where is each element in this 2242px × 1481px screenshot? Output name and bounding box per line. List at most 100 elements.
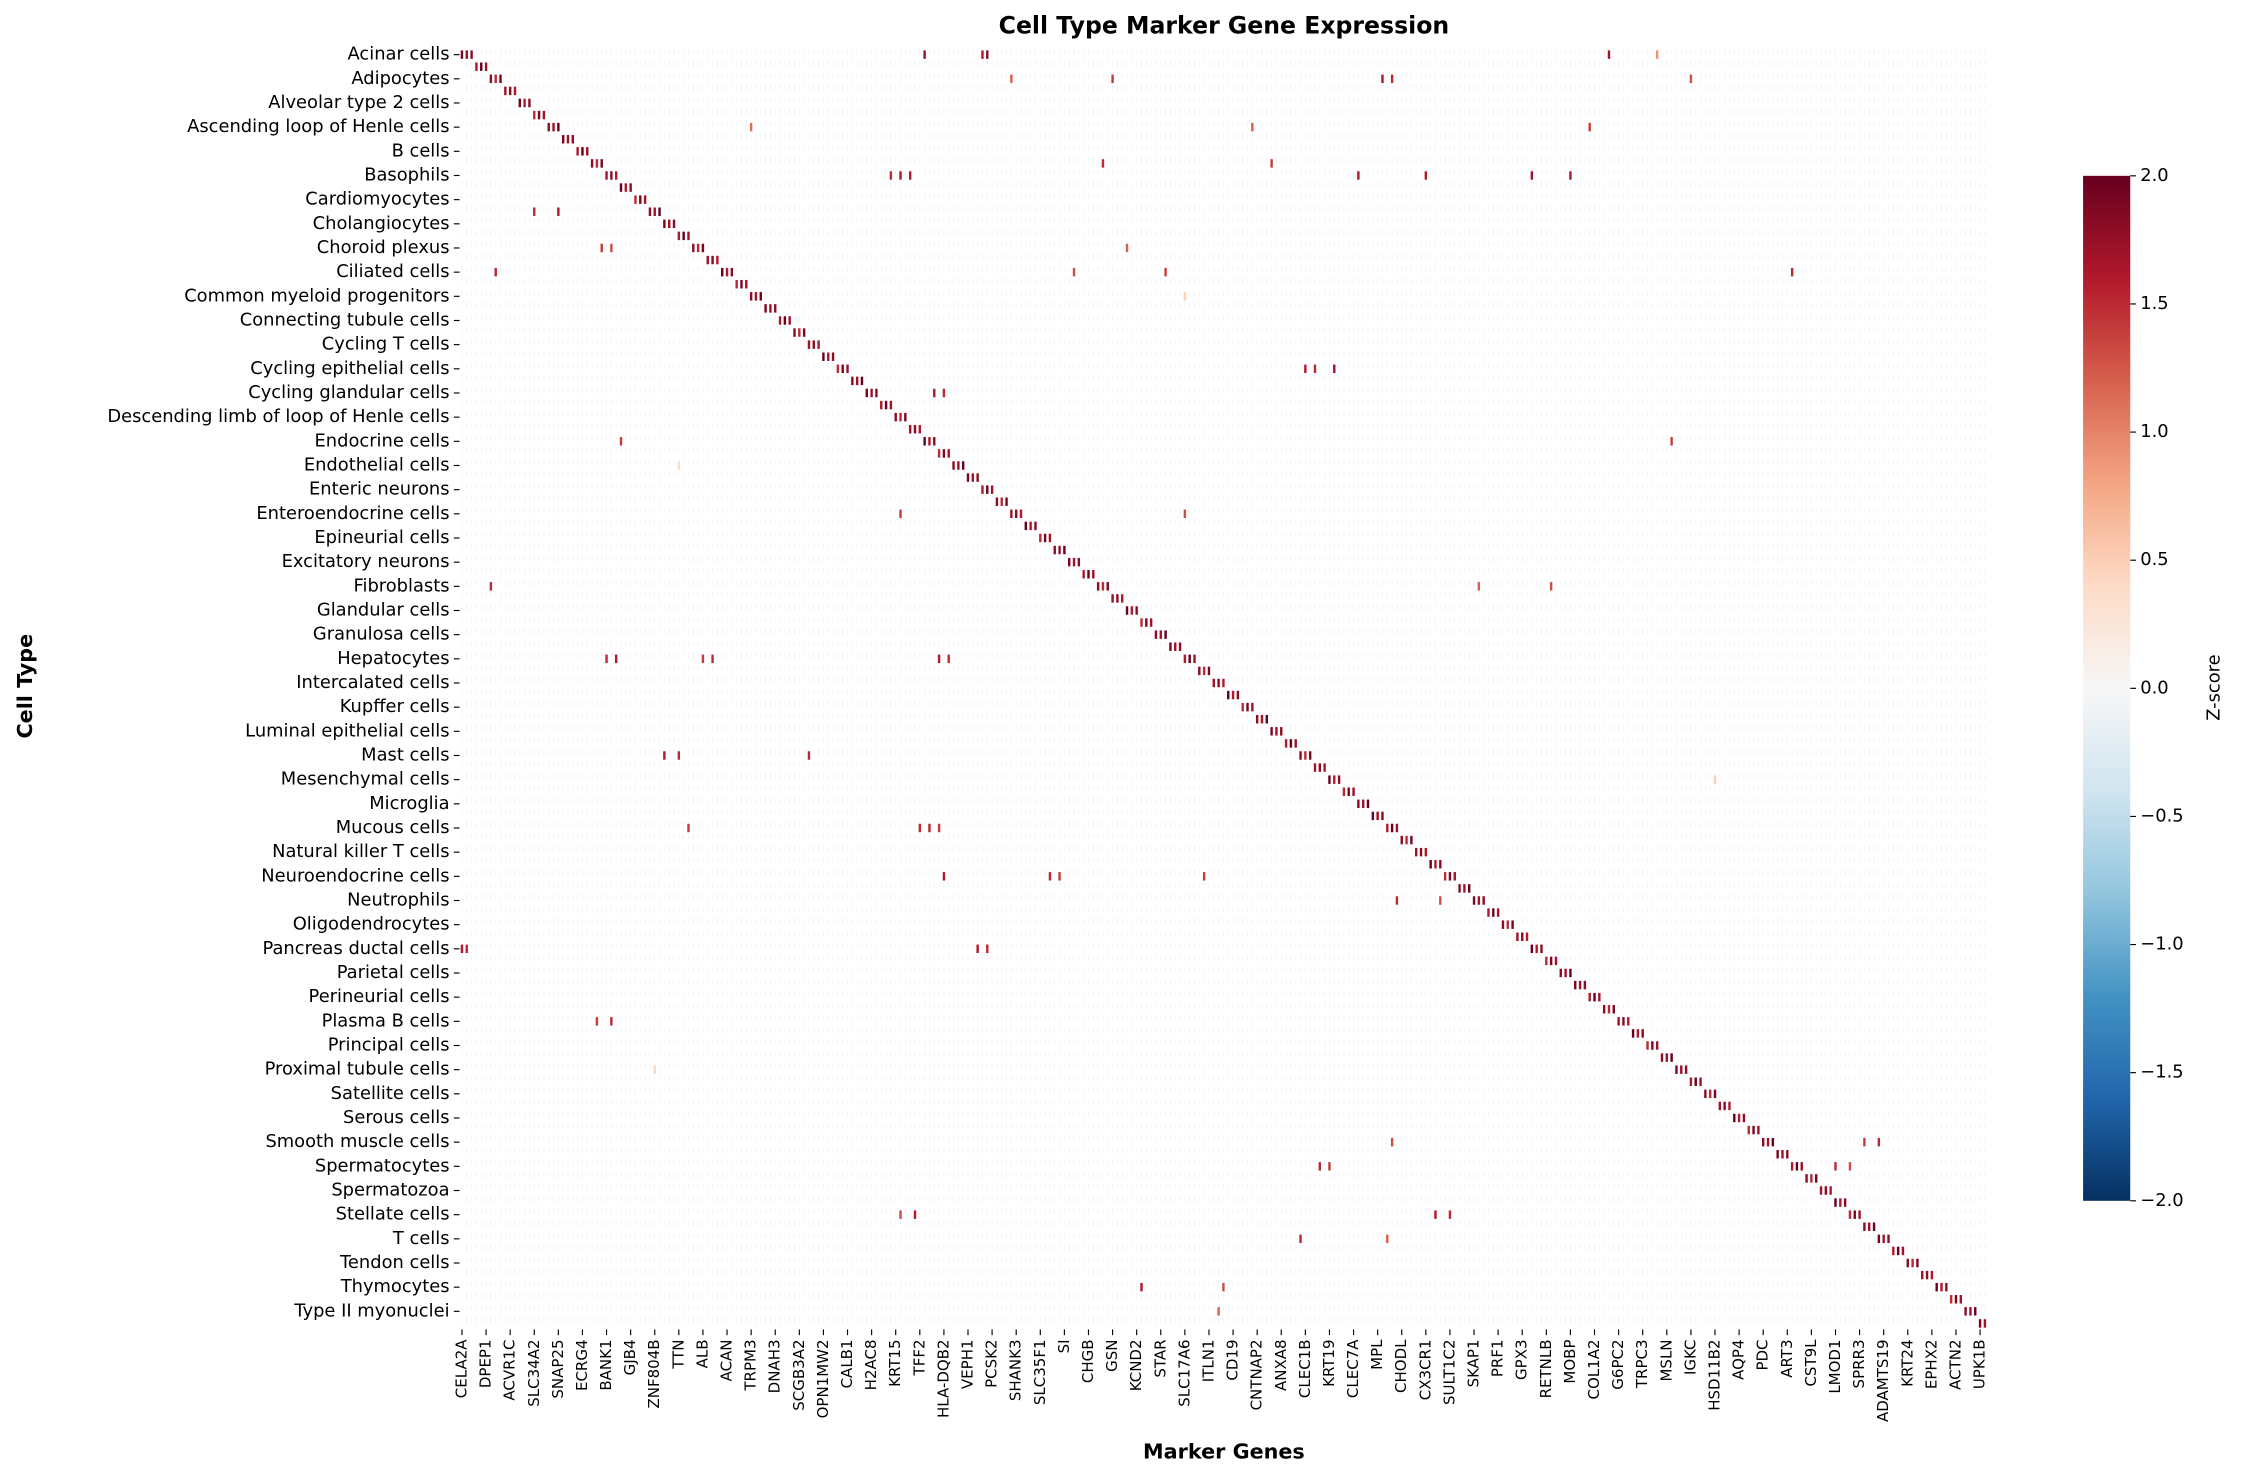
heat-cell bbox=[899, 412, 902, 422]
heat-cell bbox=[807, 340, 811, 349]
y-tick-label: Stellate cells bbox=[336, 1204, 450, 1225]
heat-cell bbox=[610, 243, 613, 253]
heat-cell bbox=[1125, 606, 1129, 615]
x-tick-label: MPL bbox=[1368, 1339, 1386, 1370]
heat-cell bbox=[1843, 1198, 1847, 1207]
heat-cell bbox=[634, 195, 637, 204]
heat-cell bbox=[1395, 823, 1399, 833]
heat-cell bbox=[1834, 1198, 1837, 1207]
y-tick-label: Mesenchymal cells bbox=[281, 769, 450, 790]
x-tick-label: GJB4 bbox=[621, 1339, 639, 1375]
x-tick-label: TTN bbox=[669, 1339, 687, 1369]
heat-cell bbox=[1202, 666, 1206, 676]
heat-cell bbox=[1318, 763, 1322, 772]
heat-cell bbox=[1198, 666, 1201, 676]
heat-cell bbox=[1149, 618, 1153, 627]
heat-cell bbox=[1193, 654, 1196, 664]
heat-cell bbox=[1280, 727, 1283, 736]
heat-cell bbox=[1328, 1162, 1331, 1171]
y-tick-label: Cycling epithelial cells bbox=[250, 358, 449, 379]
heat-cell bbox=[1964, 1307, 1967, 1316]
y-tick-label: Kupffer cells bbox=[340, 696, 450, 717]
heat-cell bbox=[1188, 654, 1191, 664]
heat-cell bbox=[1299, 751, 1302, 760]
heat-cell bbox=[1737, 1113, 1741, 1123]
heat-cell bbox=[1569, 171, 1572, 180]
heat-cell bbox=[1217, 1307, 1220, 1316]
heat-cell bbox=[928, 437, 931, 446]
y-tick-label: Connecting tubule cells bbox=[240, 309, 450, 330]
heat-cell bbox=[648, 207, 652, 216]
heat-cell bbox=[1940, 1282, 1943, 1292]
heat-cell bbox=[846, 364, 849, 374]
y-tick-label: Parietal cells bbox=[337, 962, 450, 983]
heat-cell bbox=[1337, 775, 1341, 784]
heat-cell bbox=[1178, 642, 1182, 651]
heat-cell bbox=[1366, 799, 1370, 809]
heat-cell bbox=[735, 280, 738, 289]
heat-cell bbox=[561, 135, 565, 144]
heat-cell bbox=[1911, 1258, 1914, 1268]
y-tick-label: Hepatocytes bbox=[337, 648, 449, 669]
heat-cell bbox=[552, 122, 555, 132]
heat-cell bbox=[942, 388, 946, 398]
heat-cell bbox=[643, 195, 647, 204]
heat-cell bbox=[889, 171, 893, 180]
heat-cell bbox=[966, 473, 970, 482]
y-tick-label: Enteric neurons bbox=[309, 479, 450, 500]
heat-cell bbox=[595, 1017, 599, 1026]
colorbar-tick-label: 0.5 bbox=[2140, 549, 2168, 570]
x-tick-label: SKAP1 bbox=[1465, 1339, 1483, 1387]
heat-cell bbox=[1304, 364, 1307, 374]
heat-cell bbox=[1790, 267, 1794, 277]
x-tick-label: ZNF804B bbox=[645, 1339, 663, 1408]
heat-cell bbox=[1333, 775, 1336, 784]
x-tick-label: SLC34A2 bbox=[525, 1339, 543, 1406]
y-tick-label: Tendon cells bbox=[339, 1252, 449, 1273]
colorbar bbox=[2083, 175, 2131, 1201]
heat-cell bbox=[1670, 437, 1673, 446]
heat-cell bbox=[793, 328, 796, 337]
heat-cell bbox=[696, 243, 700, 253]
heat-cell bbox=[1752, 1125, 1755, 1135]
heat-cell bbox=[1183, 292, 1187, 301]
heat-cell bbox=[807, 751, 811, 760]
heat-cell bbox=[831, 352, 835, 361]
y-tick-label: Cycling T cells bbox=[322, 334, 450, 355]
heat-cell bbox=[489, 74, 493, 84]
heat-cell bbox=[600, 159, 603, 168]
heat-cell bbox=[1294, 739, 1297, 748]
heat-cell bbox=[590, 159, 594, 168]
heat-cell bbox=[884, 400, 888, 410]
heat-cell bbox=[1935, 1282, 1938, 1292]
heat-cell bbox=[937, 654, 941, 664]
heat-cell bbox=[802, 328, 806, 337]
heat-cell bbox=[981, 485, 984, 494]
heat-cell bbox=[1092, 570, 1095, 579]
heat-cell bbox=[1651, 1041, 1654, 1050]
heat-cell bbox=[1222, 1282, 1225, 1292]
x-tick-label: ECRG4 bbox=[573, 1339, 591, 1391]
x-tick-label: MSLN bbox=[1657, 1339, 1675, 1381]
heat-cell bbox=[1072, 557, 1076, 567]
heat-cell bbox=[908, 171, 912, 180]
heat-cell bbox=[629, 183, 632, 192]
x-tick-label: OPN1MW2 bbox=[814, 1339, 832, 1418]
heat-cell bbox=[1135, 606, 1138, 615]
heat-cell bbox=[1468, 884, 1471, 893]
heat-cell bbox=[1241, 702, 1244, 712]
heat-cell bbox=[1694, 1077, 1697, 1086]
x-tick-label: PRF1 bbox=[1489, 1339, 1507, 1377]
heat-cell bbox=[465, 50, 468, 59]
heat-cell bbox=[571, 135, 575, 144]
heat-cell bbox=[749, 122, 753, 132]
heat-cell bbox=[894, 412, 897, 422]
heat-cell bbox=[1718, 1101, 1722, 1111]
heat-cell bbox=[677, 461, 681, 470]
heat-cell bbox=[1516, 932, 1519, 941]
heat-cell bbox=[1328, 775, 1331, 784]
heat-cell bbox=[1684, 1065, 1688, 1074]
x-tick-label: SNAP25 bbox=[549, 1339, 567, 1398]
heat-cell bbox=[1829, 1186, 1832, 1195]
